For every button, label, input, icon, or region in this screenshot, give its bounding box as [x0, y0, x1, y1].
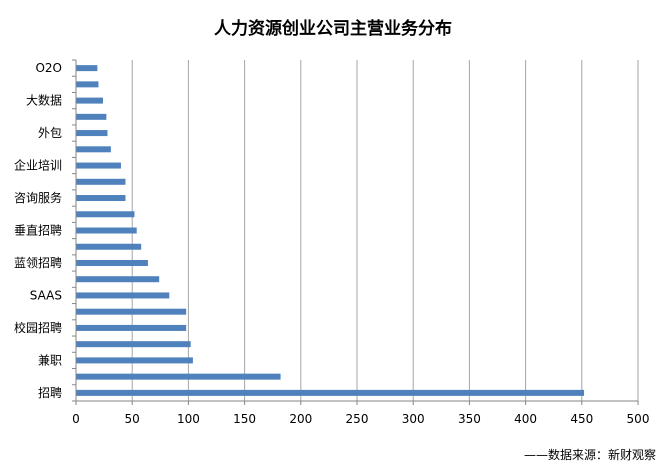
category-label: 企业培训 [14, 158, 62, 173]
x-tick-label: 150 [233, 412, 256, 426]
x-tick-label: 400 [514, 412, 537, 426]
category-label: 外包 [38, 126, 62, 140]
category-label: SAAS [30, 288, 62, 302]
x-tick-label: 500 [627, 412, 650, 426]
chart-title: 人力资源创业公司主营业务分布 [214, 19, 452, 39]
bar [76, 81, 99, 88]
category-labels: 招聘 兼职 校园招聘 SAAS 蓝领招聘 垂直招聘 咨询服务 企业培训 外包 大数据 O2O [14, 61, 62, 400]
bar [76, 357, 193, 364]
bar [76, 178, 126, 185]
x-tick-label: 250 [346, 412, 369, 426]
bar [76, 227, 137, 234]
bar [76, 276, 160, 283]
category-label: 招聘 [38, 386, 62, 400]
bar [76, 389, 585, 396]
category-label: 大数据 [26, 93, 62, 108]
x-tick-label: 200 [289, 412, 312, 426]
bar [76, 373, 281, 380]
bar [76, 65, 98, 72]
bar [76, 130, 108, 137]
bar [76, 97, 103, 104]
bar [76, 211, 135, 218]
grid-lines [131, 60, 639, 401]
bar [76, 259, 148, 266]
x-tick-label: 300 [402, 412, 425, 426]
category-label: 咨询服务 [14, 190, 62, 205]
category-label: 校园招聘 [14, 320, 62, 335]
axes [72, 59, 639, 405]
x-tick-label: 450 [570, 412, 593, 426]
bar [76, 243, 142, 250]
bars [76, 65, 585, 396]
x-tick-label: 50 [125, 412, 140, 426]
x-tick-label: 350 [458, 412, 481, 426]
x-tick-label: 0 [72, 412, 80, 426]
bar [76, 162, 121, 169]
x-tick-labels: 0 50 100 150 200 250 300 350 400 450 500 [72, 412, 649, 426]
category-label: 垂直招聘 [14, 224, 62, 238]
source-note: ——数据来源：新财观察 [523, 448, 656, 462]
bar [76, 341, 191, 348]
bar [76, 324, 187, 331]
bar [76, 146, 111, 153]
x-tick-label: 100 [177, 412, 200, 426]
category-label: O2O [35, 61, 62, 75]
bar [76, 195, 126, 202]
category-label: 蓝领招聘 [14, 256, 62, 270]
category-label: 兼职 [38, 353, 62, 367]
bar [76, 308, 187, 315]
bar [76, 113, 107, 120]
bar [76, 292, 170, 299]
